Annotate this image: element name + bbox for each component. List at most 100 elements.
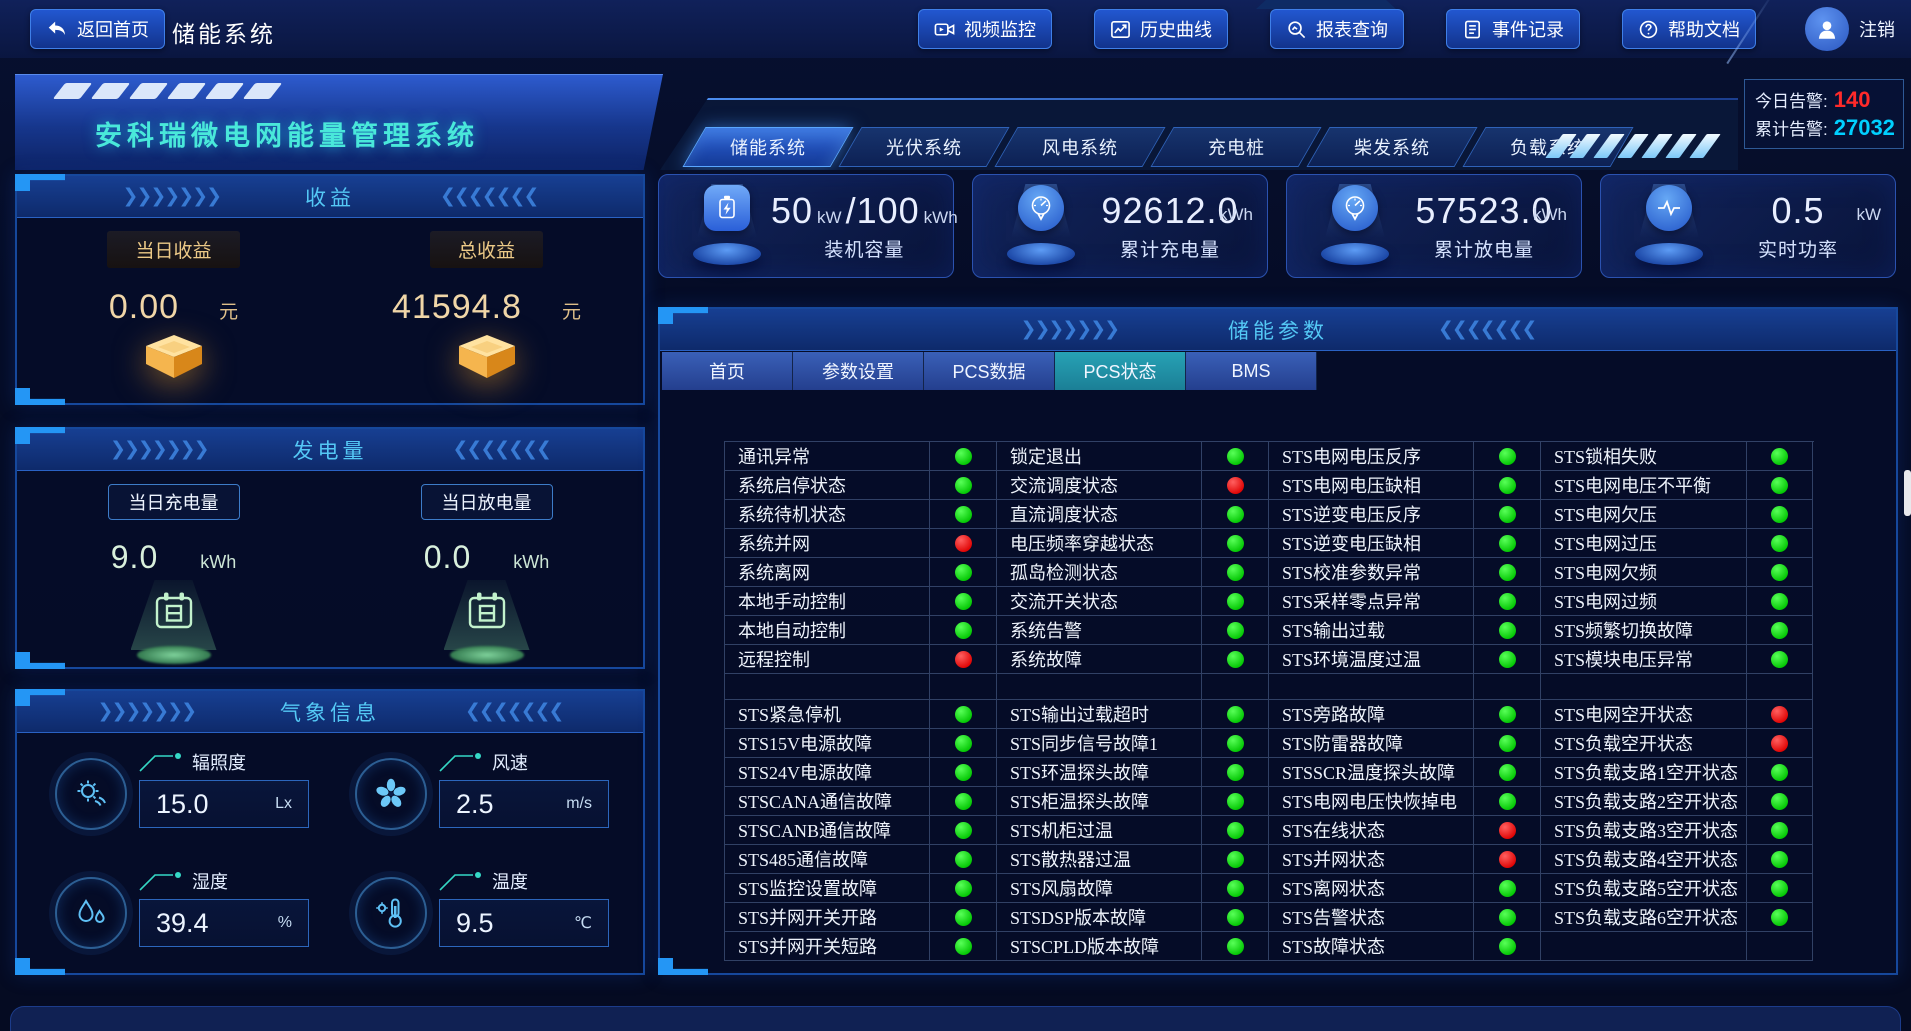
daily-discharge-block: 当日放电量 0.0 kWh [352,484,622,666]
status-row: 系统离网 孤岛检测状态 STS校准参数异常 STS电网欠频 [725,558,1814,587]
nav-label: 帮助文档 [1668,20,1740,40]
back-home-label: 返回首页 [77,20,149,40]
charge-total-unit: kWh [1219,205,1253,224]
pcs-status-table: 通讯异常 锁定退出 STS电网电压反序 STS锁相失败 系统启停状态 交流调度状… [724,441,1814,961]
status-cell [1747,471,1813,500]
temperature-item: 温度 9.5 ℃ [355,861,630,975]
status-cell [930,932,997,961]
battery-icon [683,182,771,270]
table-section-spacer [725,674,1814,700]
status-label: 系统待机状态 [725,500,930,529]
status-dot-icon [1498,447,1516,465]
help-doc-button[interactable]: 帮助文档 [1622,9,1756,49]
status-row: STSCANA通信故障 STS柜温探头故障 STS电网电压快恢掉电 STS负载支… [725,787,1814,816]
status-dot-icon [1498,650,1516,668]
status-dot-icon [954,850,972,868]
daily-income-block: 当日收益 0.00 元 [39,231,309,385]
status-dot-icon [1226,908,1244,926]
status-cell [1202,729,1269,758]
status-cell [1474,587,1541,616]
status-cell [1202,903,1269,932]
report-query-button[interactable]: 报表查询 [1270,9,1404,49]
status-dot-icon [954,476,972,494]
status-label: STS模块电压异常 [1541,645,1747,674]
total-income-block: 总收益 41594.8 元 [352,231,622,385]
status-cell [1202,816,1269,845]
status-label: STS15V电源故障 [725,729,930,758]
system-tab[interactable]: 风电系统 [994,127,1166,167]
status-cell [1747,903,1813,932]
wind-speed-item: 风速 2.5 m/s [355,742,630,856]
status-label: STS负载支路2空开状态 [1541,787,1747,816]
status-label: 本地自动控制 [725,616,930,645]
status-dot-icon [1498,908,1516,926]
alert-total-label: 累计告警: [1755,120,1828,139]
status-label: 本地手动控制 [725,587,930,616]
status-label: 交流调度状态 [997,471,1202,500]
irradiance-value: 15.0 [156,788,209,819]
income-panel-title: 收益 [305,186,355,210]
status-cell [1747,587,1813,616]
status-dot-icon [954,650,972,668]
status-cell [1474,874,1541,903]
daily-charge-block: 当日充电量 9.0 kWh [39,484,309,666]
status-row: STS485通信故障 STS散热器过温 STS并网状态 STS负载支路4空开状态 [725,845,1814,874]
alert-today-label: 今日告警: [1755,92,1828,111]
status-dot-icon [1226,563,1244,581]
status-dot-icon [954,505,972,523]
status-label: 远程控制 [725,645,930,674]
status-cell [1747,787,1813,816]
scrollbar-thumb[interactable] [1904,470,1911,516]
connector-line-icon [439,865,485,891]
status-label: 系统告警 [997,616,1202,645]
chevrons-left-icon: ❮❮❮❮❮❮❮ [440,186,539,207]
humidity-value: 39.4 [156,907,209,938]
chevrons-left-icon: ❮❮❮❮❮❮❮ [465,701,564,722]
status-label: STS电网欠压 [1541,500,1747,529]
status-dot-icon [1498,792,1516,810]
logout-button[interactable]: 注销 [1859,20,1895,40]
search-report-icon [1286,19,1307,40]
stat-card-realtime-power: 0.5 实时功率 kW [1600,174,1896,278]
system-tab[interactable]: 储能系统 [682,127,854,167]
back-home-button[interactable]: 返回首页 [30,9,165,49]
status-dot-icon [1771,621,1788,639]
history-curve-button[interactable]: 历史曲线 [1094,9,1228,49]
status-cell [930,787,997,816]
system-tab[interactable]: 柴发系统 [1306,127,1478,167]
wind-speed-label: 风速 [492,753,528,773]
status-dot-icon [1226,821,1244,839]
status-dot-icon [1771,650,1788,668]
realtime-power-value: 0.5 [1771,190,1825,231]
params-tab[interactable]: PCS状态 [1055,352,1186,390]
status-dot-icon [1771,908,1788,926]
fan-icon [355,758,427,830]
status-label: STS电网欠频 [1541,558,1747,587]
status-cell [930,816,997,845]
status-cell [1202,874,1269,903]
user-avatar[interactable] [1805,7,1849,51]
status-cell [1747,758,1813,787]
status-cell [1474,500,1541,529]
params-tab[interactable]: 参数设置 [793,352,924,390]
wind-speed-value: 2.5 [456,788,494,819]
params-tab[interactable]: PCS数据 [924,352,1055,390]
income-panel-header: ❯❯❯❯❯❯❯ 收益 ❮❮❮❮❮❮❮ [17,176,643,218]
status-cell [1474,903,1541,932]
status-label: STS紧急停机 [725,700,930,729]
video-monitor-button[interactable]: 视频监控 [918,9,1052,49]
system-tab[interactable]: 充电桩 [1150,127,1322,167]
status-dot-icon [954,447,972,465]
params-tab[interactable]: 首页 [662,352,793,390]
daily-income-label: 当日收益 [107,231,240,268]
status-dot-icon [1498,534,1516,552]
event-log-button[interactable]: 事件记录 [1446,9,1580,49]
sun-icon [55,758,127,830]
params-tab[interactable]: BMS [1186,352,1317,390]
status-label: STS电网电压缺相 [1269,471,1474,500]
status-cell [1202,758,1269,787]
system-tab[interactable]: 光伏系统 [838,127,1010,167]
status-label: 孤岛检测状态 [997,558,1202,587]
status-dot-icon [954,592,972,610]
wind-speed-value-box: 2.5 m/s [439,780,609,828]
